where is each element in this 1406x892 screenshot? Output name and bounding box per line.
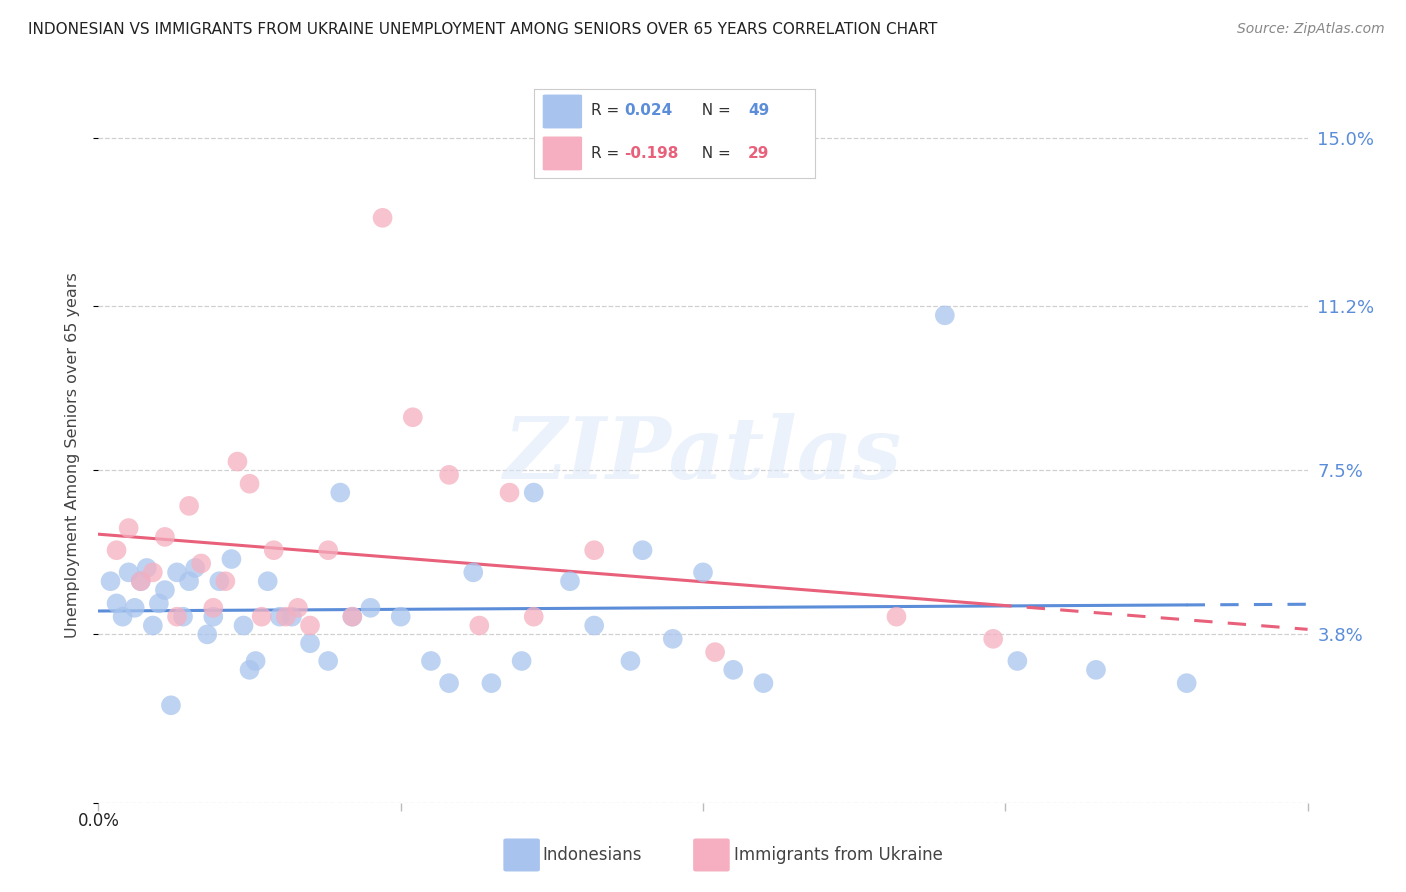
Point — [619, 654, 641, 668]
Point — [274, 609, 297, 624]
Point — [1085, 663, 1108, 677]
Point — [420, 654, 443, 668]
Text: 0.024: 0.024 — [624, 103, 672, 118]
Point — [934, 309, 956, 323]
Point — [214, 574, 236, 589]
Point — [342, 609, 364, 624]
Point — [148, 596, 170, 610]
Text: R =: R = — [591, 103, 624, 118]
Point — [232, 618, 254, 632]
Point — [558, 574, 581, 589]
Point — [129, 574, 152, 589]
Point — [661, 632, 683, 646]
Text: -0.198: -0.198 — [624, 146, 679, 161]
Point — [195, 627, 218, 641]
Point — [510, 654, 533, 668]
Point — [263, 543, 285, 558]
Point — [583, 543, 606, 558]
Point — [704, 645, 727, 659]
Point — [208, 574, 231, 589]
Point — [1007, 654, 1029, 668]
Point — [179, 499, 201, 513]
Point — [202, 609, 225, 624]
Point — [437, 467, 460, 482]
Point — [299, 618, 322, 632]
Point — [239, 663, 262, 677]
Point — [105, 596, 128, 610]
Point — [166, 609, 188, 624]
Point — [523, 609, 546, 624]
Point — [250, 609, 273, 624]
Point — [184, 561, 207, 575]
Text: ZIPatlas: ZIPatlas — [503, 413, 903, 497]
Point — [179, 574, 201, 589]
Point — [118, 521, 141, 535]
Point — [124, 600, 146, 615]
Point — [468, 618, 491, 632]
Point — [631, 543, 654, 558]
Point — [129, 574, 152, 589]
Point — [752, 676, 775, 690]
Point — [142, 618, 165, 632]
Point — [256, 574, 278, 589]
Point — [118, 566, 141, 580]
FancyBboxPatch shape — [543, 95, 582, 128]
Point — [1175, 676, 1198, 690]
Point — [153, 530, 176, 544]
Point — [111, 609, 134, 624]
Point — [342, 609, 364, 624]
Point — [498, 485, 520, 500]
Point — [316, 543, 339, 558]
Point — [135, 561, 157, 575]
Point — [226, 454, 249, 468]
Point — [316, 654, 339, 668]
Point — [723, 663, 745, 677]
Point — [481, 676, 503, 690]
Text: 29: 29 — [748, 146, 769, 161]
Point — [172, 609, 194, 624]
Point — [281, 609, 304, 624]
Point — [269, 609, 291, 624]
Point — [142, 566, 165, 580]
Point — [160, 698, 183, 713]
Point — [329, 485, 352, 500]
Point — [202, 600, 225, 615]
Text: 0.0%: 0.0% — [77, 812, 120, 830]
Text: N =: N = — [692, 103, 735, 118]
Point — [287, 600, 309, 615]
Text: Immigrants from Ukraine: Immigrants from Ukraine — [734, 846, 943, 863]
FancyBboxPatch shape — [543, 136, 582, 170]
Point — [463, 566, 485, 580]
Point — [583, 618, 606, 632]
Point — [981, 632, 1004, 646]
Point — [299, 636, 322, 650]
Text: Source: ZipAtlas.com: Source: ZipAtlas.com — [1237, 22, 1385, 37]
Y-axis label: Unemployment Among Seniors over 65 years: Unemployment Among Seniors over 65 years — [65, 272, 80, 638]
Point — [166, 566, 188, 580]
Point — [523, 485, 546, 500]
Point — [239, 476, 262, 491]
Point — [437, 676, 460, 690]
Text: INDONESIAN VS IMMIGRANTS FROM UKRAINE UNEMPLOYMENT AMONG SENIORS OVER 65 YEARS C: INDONESIAN VS IMMIGRANTS FROM UKRAINE UN… — [28, 22, 938, 37]
Text: R =: R = — [591, 146, 624, 161]
Point — [100, 574, 122, 589]
Point — [886, 609, 908, 624]
Point — [190, 557, 212, 571]
Text: 49: 49 — [748, 103, 769, 118]
Point — [402, 410, 425, 425]
Point — [692, 566, 714, 580]
Point — [389, 609, 412, 624]
Point — [153, 583, 176, 598]
Text: N =: N = — [692, 146, 735, 161]
Point — [105, 543, 128, 558]
Point — [245, 654, 267, 668]
Point — [360, 600, 382, 615]
Point — [221, 552, 243, 566]
Text: Indonesians: Indonesians — [543, 846, 643, 863]
Point — [371, 211, 394, 225]
